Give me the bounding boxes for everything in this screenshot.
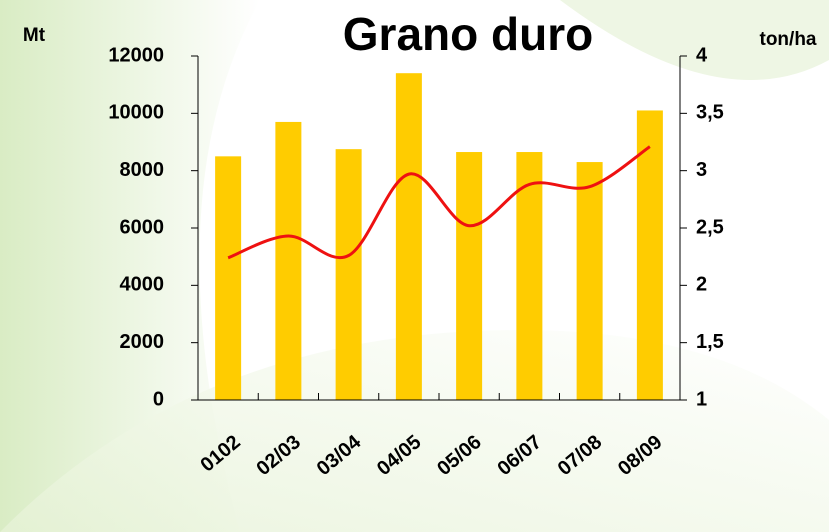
y2-tick-label: 3,5 bbox=[696, 102, 724, 124]
bar bbox=[456, 152, 483, 400]
y2-tick-label: 1 bbox=[696, 388, 707, 410]
bar bbox=[335, 149, 362, 400]
background-shape bbox=[560, 0, 829, 80]
line bbox=[227, 145, 651, 260]
y2-tick-label: 3 bbox=[696, 159, 707, 181]
y-tick-label: 8000 bbox=[120, 159, 165, 181]
y-axis-label: Mt bbox=[23, 25, 46, 46]
y2-tick-label: 1,5 bbox=[696, 331, 724, 353]
y-tick-label: 6000 bbox=[120, 216, 165, 238]
bar bbox=[576, 162, 603, 400]
y2-tick-label: 4 bbox=[696, 44, 708, 66]
bar bbox=[516, 152, 543, 400]
y-tick-label: 10000 bbox=[108, 102, 164, 124]
y2-tick-label: 2 bbox=[696, 274, 707, 296]
y-tick-label: 0 bbox=[153, 388, 164, 410]
bar bbox=[215, 156, 242, 400]
y2-tick-label: 2,5 bbox=[696, 216, 724, 238]
bar bbox=[275, 121, 302, 400]
chart-title: Grano duro bbox=[343, 8, 593, 60]
bar bbox=[636, 110, 663, 400]
y-tick-label: 4000 bbox=[120, 274, 165, 296]
y2-axis-label: ton/ha bbox=[760, 29, 817, 50]
bar bbox=[395, 73, 422, 400]
y-tick-label: 2000 bbox=[120, 331, 165, 353]
background-shape bbox=[0, 330, 829, 532]
y-tick-label: 12000 bbox=[108, 44, 164, 66]
